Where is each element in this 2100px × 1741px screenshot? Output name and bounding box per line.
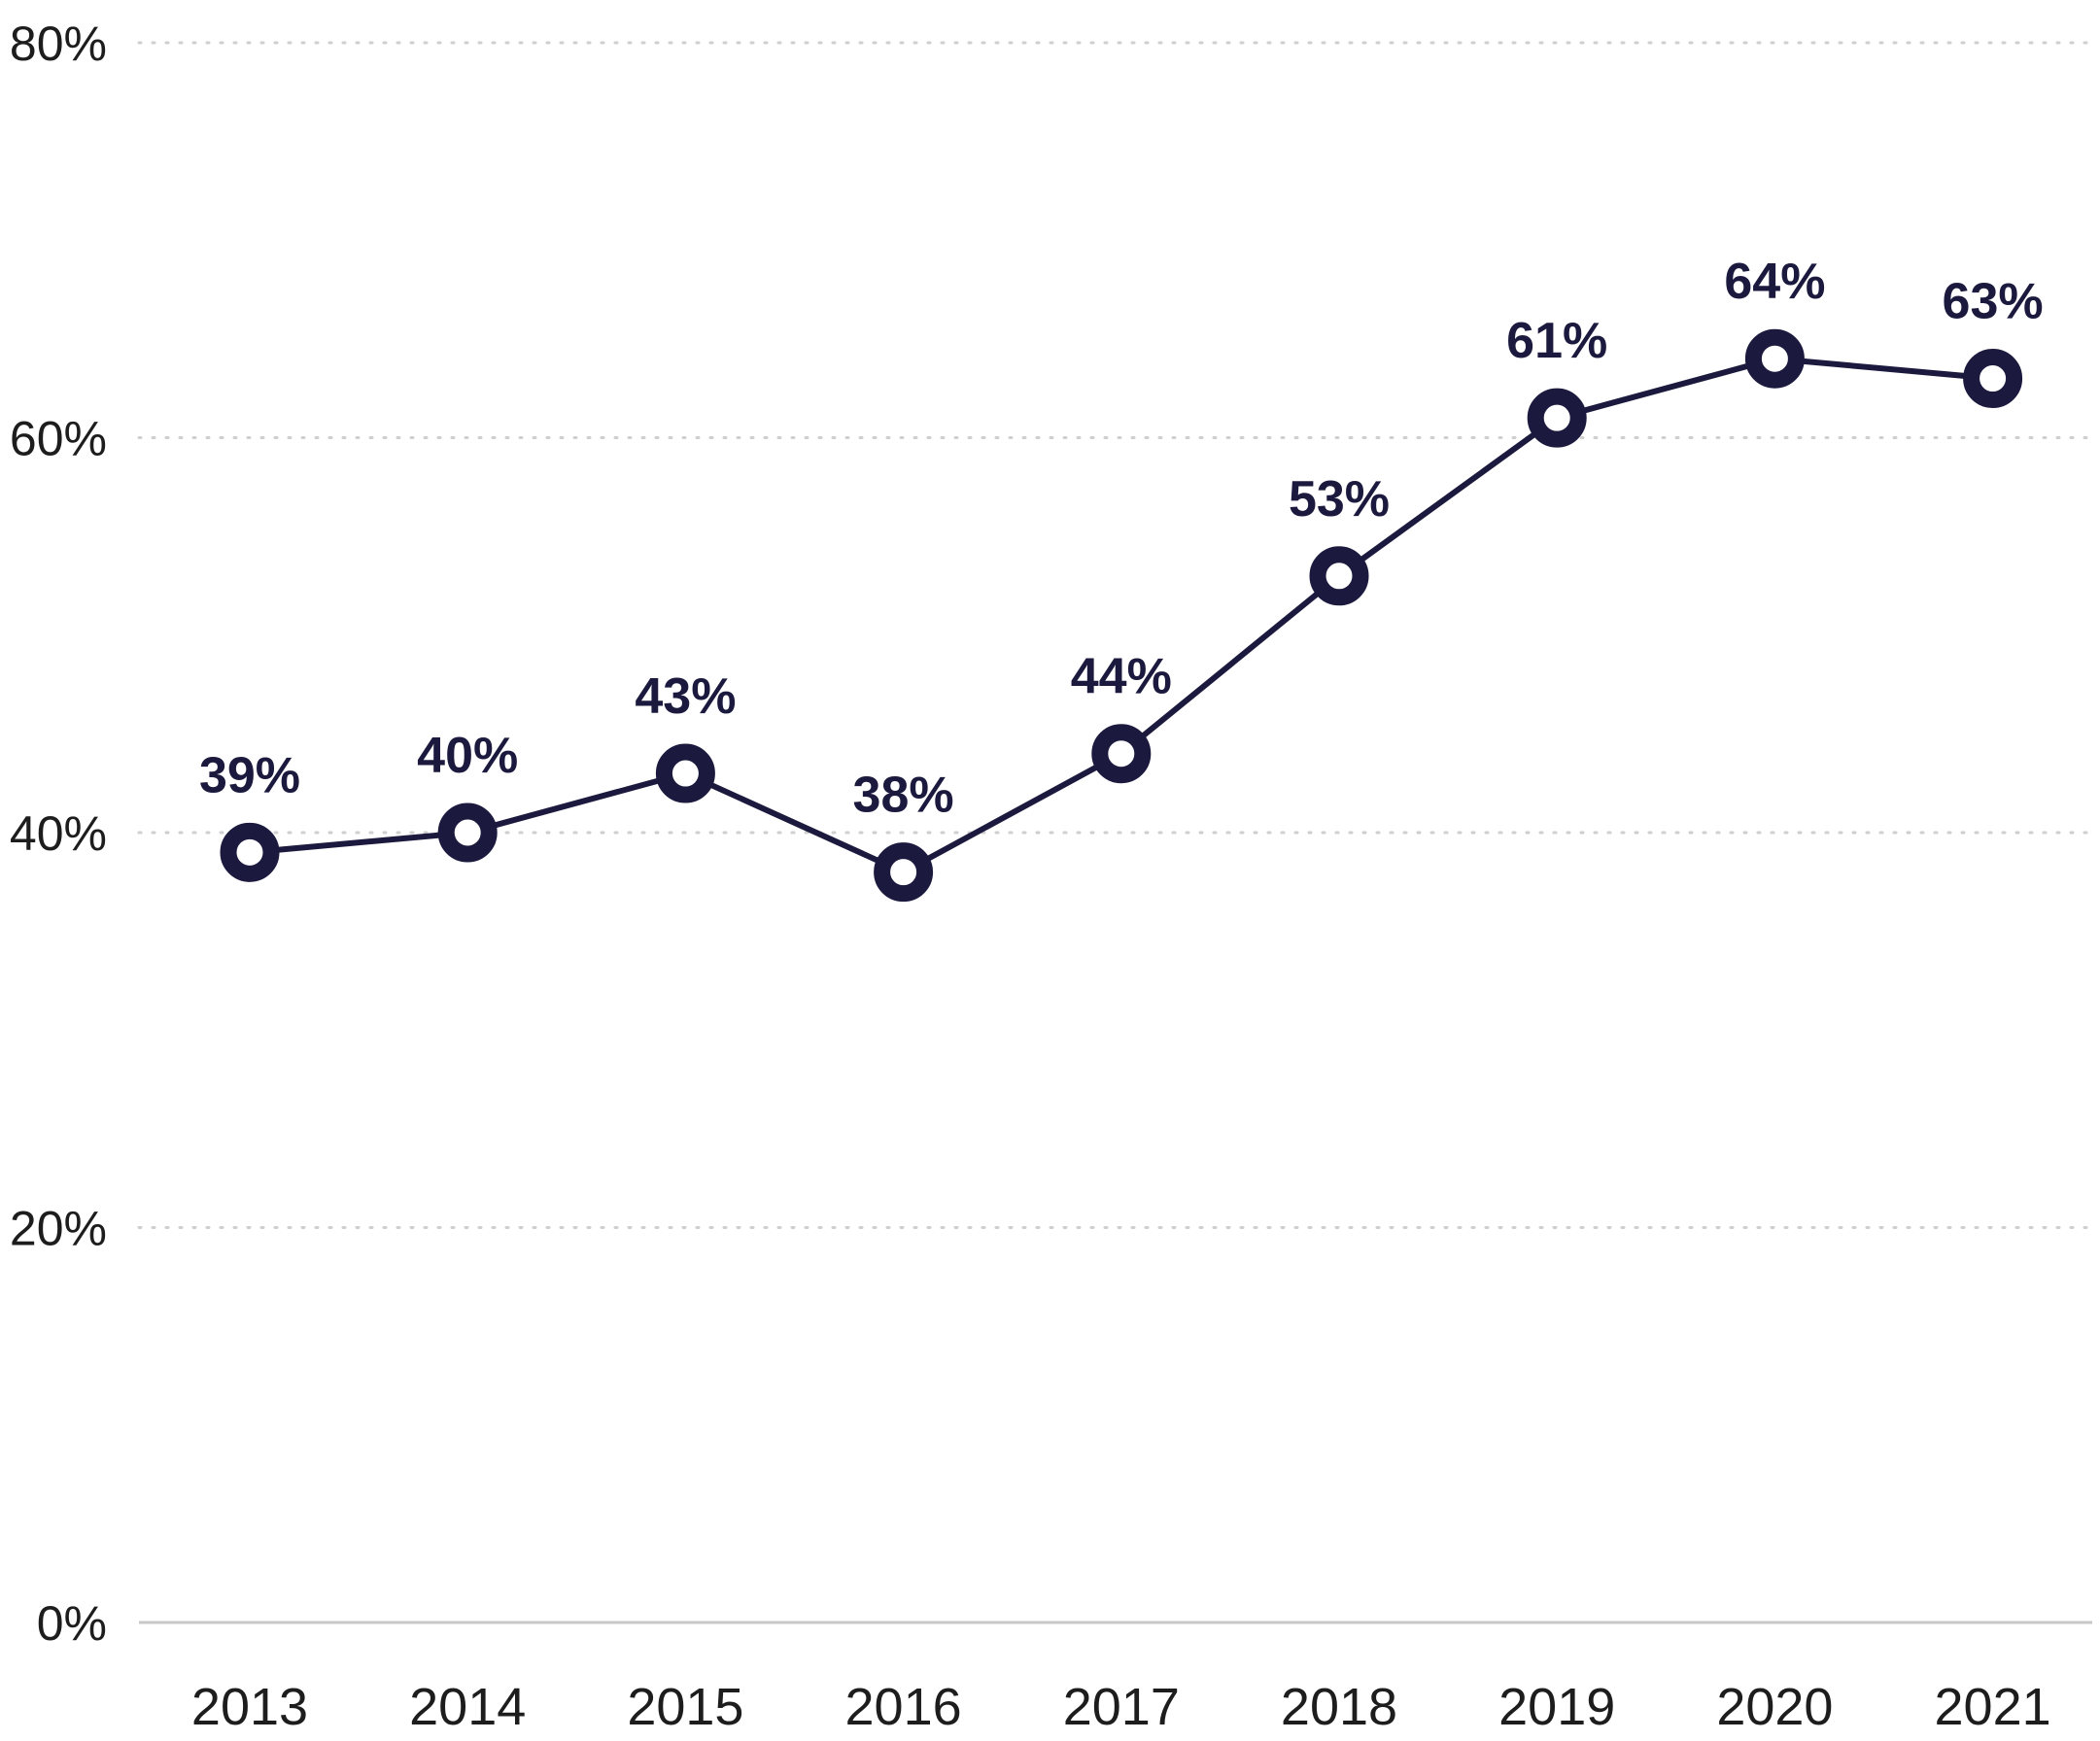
x-tick-label: 2015 — [627, 1678, 743, 1736]
data-points — [220, 328, 2023, 903]
data-point — [1527, 388, 1587, 448]
data-label: 44% — [1071, 649, 1172, 705]
y-tick-label: 0% — [37, 1596, 107, 1651]
data-point — [655, 743, 715, 803]
data-label: 63% — [1943, 274, 2044, 330]
data-label: 40% — [417, 728, 518, 784]
data-label: 39% — [199, 747, 300, 803]
y-tick-label: 20% — [10, 1202, 107, 1256]
data-point — [1963, 349, 2023, 409]
x-tick-label: 2017 — [1063, 1678, 1180, 1736]
x-tick-label: 2018 — [1281, 1678, 1397, 1736]
data-label: 53% — [1289, 471, 1390, 528]
data-point — [1309, 546, 1369, 606]
data-label: 61% — [1506, 313, 1607, 369]
data-label: 38% — [853, 768, 954, 824]
x-tick-label: 2021 — [1935, 1678, 2051, 1736]
data-labels: 39% 40% 43% 38% 44% 53% 61% 64% 63% — [199, 254, 2044, 823]
data-label: 43% — [635, 668, 736, 725]
x-tick-label: 2020 — [1716, 1678, 1833, 1736]
y-tick-label: 80% — [10, 17, 107, 71]
y-axis-tick-labels: 0% 20% 40% 60% 80% — [10, 17, 107, 1651]
data-point — [1091, 724, 1152, 784]
series-line — [247, 356, 1996, 875]
x-tick-label: 2019 — [1498, 1678, 1615, 1736]
data-point — [220, 822, 280, 882]
x-tick-label: 2014 — [409, 1678, 526, 1736]
x-axis-tick-labels: 2013 2014 2015 2016 2017 2018 2019 2020 2021 — [191, 1678, 2051, 1736]
data-label: 64% — [1724, 254, 1825, 310]
x-tick-label: 2013 — [191, 1678, 308, 1736]
y-tick-label: 40% — [10, 806, 107, 861]
data-point — [1744, 328, 1805, 389]
data-point — [874, 842, 934, 903]
series-line-path — [247, 356, 1996, 875]
data-point — [437, 802, 498, 863]
y-tick-label: 60% — [10, 412, 107, 466]
x-tick-label: 2016 — [845, 1678, 962, 1736]
